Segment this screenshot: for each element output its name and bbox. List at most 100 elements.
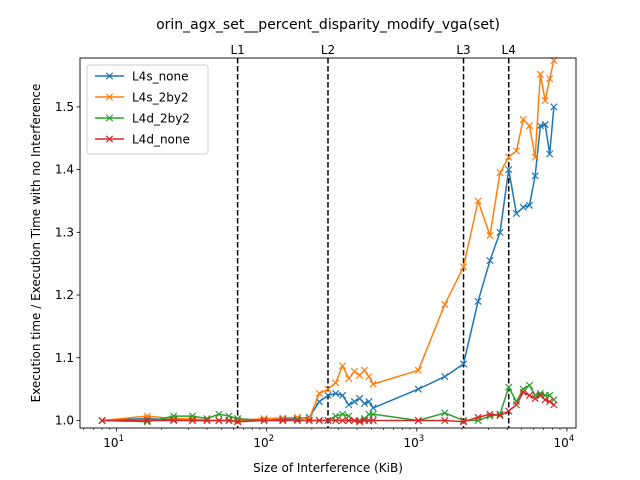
vline-label-l4: L4 xyxy=(502,43,516,57)
data-point xyxy=(505,383,513,391)
y-tick-label: 1.0 xyxy=(55,413,74,427)
x-tick-label: 104 xyxy=(554,434,575,450)
data-point xyxy=(474,413,482,421)
data-point xyxy=(279,415,287,423)
data-point xyxy=(496,410,504,418)
data-point xyxy=(345,416,353,425)
data-point xyxy=(474,197,482,205)
legend-marker xyxy=(105,93,114,101)
data-point xyxy=(338,416,347,425)
data-point xyxy=(441,409,449,417)
data-point xyxy=(541,396,549,404)
data-point xyxy=(350,398,359,406)
data-point xyxy=(414,416,422,425)
data-point xyxy=(234,418,242,426)
legend-label: L4s_none xyxy=(132,70,189,84)
data-point xyxy=(360,366,369,374)
data-point xyxy=(350,367,359,376)
y-tick-label: 1.3 xyxy=(55,225,74,239)
data-point xyxy=(215,410,223,418)
y-tick-label: 1.5 xyxy=(55,100,74,114)
data-point xyxy=(279,416,287,425)
y-tick-label: 1.1 xyxy=(55,351,74,365)
data-point xyxy=(98,416,106,425)
data-point xyxy=(414,366,422,374)
data-point xyxy=(225,416,233,425)
series-L4d_none xyxy=(98,388,558,426)
data-point xyxy=(215,416,223,425)
data-point xyxy=(293,416,301,425)
data-point xyxy=(536,70,544,78)
data-point xyxy=(531,172,539,180)
y-tick-label: 1.2 xyxy=(55,288,74,302)
data-point xyxy=(486,256,494,265)
data-point xyxy=(441,300,449,309)
data-point xyxy=(496,411,504,420)
data-point xyxy=(414,385,422,393)
data-point xyxy=(531,394,539,403)
data-point xyxy=(369,404,377,412)
data-point xyxy=(369,416,377,425)
y-axis-label: Execution time / Execution Time with no … xyxy=(29,84,43,403)
legend-label: L4d_2by2 xyxy=(132,112,190,126)
legend-label: L4s_2by2 xyxy=(132,91,189,105)
data-point xyxy=(486,231,494,240)
series-group xyxy=(98,56,558,426)
data-point xyxy=(324,391,332,400)
data-point xyxy=(459,416,468,425)
legend: L4s_none L4s_2by2 L4d_2by2 L4d_none xyxy=(86,64,209,155)
data-point xyxy=(365,372,373,381)
data-point xyxy=(512,401,521,409)
data-point xyxy=(338,391,347,400)
data-point xyxy=(260,416,268,425)
data-point xyxy=(143,416,151,425)
data-point xyxy=(315,416,323,425)
x-tick-label: 103 xyxy=(403,434,424,450)
data-point xyxy=(305,416,313,425)
data-point xyxy=(441,372,449,381)
data-point xyxy=(143,418,151,426)
data-point xyxy=(541,97,549,105)
data-point xyxy=(512,147,521,155)
vline-label-l1: L1 xyxy=(230,43,244,57)
data-point xyxy=(203,416,211,425)
data-point xyxy=(170,416,178,425)
data-point xyxy=(525,381,534,389)
data-point xyxy=(505,153,513,161)
data-point xyxy=(546,150,554,158)
data-point xyxy=(459,360,468,368)
data-point xyxy=(350,416,359,425)
data-point xyxy=(345,374,353,383)
x-tick-label: 101 xyxy=(103,434,124,450)
data-point xyxy=(324,416,332,425)
data-point xyxy=(496,169,504,177)
x-axis: 101 102 103 104 xyxy=(83,428,574,450)
axes-frame xyxy=(79,57,577,429)
data-point xyxy=(486,410,494,418)
vertical-markers: L1 L2 L3 L4 xyxy=(230,43,516,428)
data-point xyxy=(315,389,323,398)
data-point xyxy=(365,398,373,406)
data-point xyxy=(531,153,539,161)
data-point xyxy=(519,385,527,393)
data-point xyxy=(441,416,449,425)
legend-marker xyxy=(105,72,114,80)
data-point xyxy=(505,407,513,415)
data-point xyxy=(369,380,377,388)
legend-marker xyxy=(105,135,114,143)
data-point xyxy=(525,391,534,400)
data-point xyxy=(332,389,340,398)
vline-label-l3: L3 xyxy=(456,43,470,57)
data-point xyxy=(519,388,527,396)
legend-box xyxy=(86,64,209,155)
data-point xyxy=(512,209,521,218)
data-point xyxy=(338,362,347,370)
data-point xyxy=(550,401,558,409)
chart-title: orin_agx_set__percent_disparity_modify_v… xyxy=(156,17,500,33)
data-point xyxy=(546,75,554,83)
y-axis: 1.0 1.1 1.2 1.3 1.4 1.5 xyxy=(55,100,80,427)
series-L4d_2by2 xyxy=(98,381,558,426)
data-point xyxy=(188,416,197,425)
data-point xyxy=(338,410,347,418)
